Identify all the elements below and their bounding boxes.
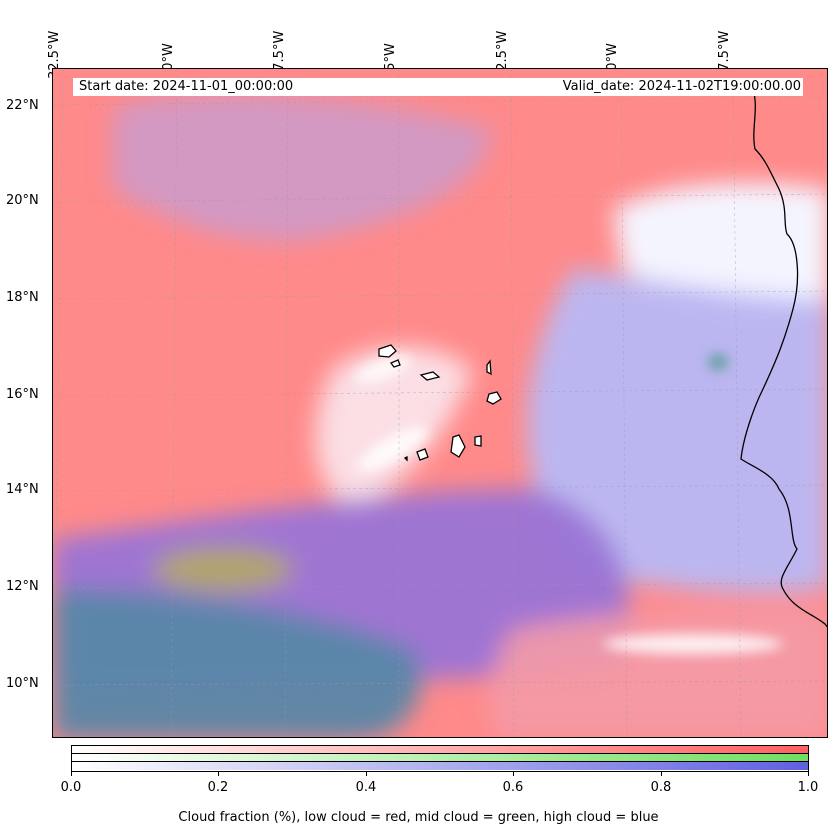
upper-high-cloud <box>113 94 493 241</box>
colorbar-tick-2: 0.4 <box>355 780 377 795</box>
high-cloud-east <box>527 269 827 593</box>
colorbar-tick-0: 0.0 <box>60 780 82 795</box>
lat-label-18n: 18°N <box>6 290 39 305</box>
colorbar <box>71 745 809 772</box>
map-canvas <box>53 69 827 737</box>
clear-region-ne <box>613 183 827 312</box>
mid-cloud-patch <box>153 547 293 591</box>
colorbar-low-cloud <box>72 746 808 754</box>
cape-verde-islands <box>378 344 502 462</box>
lat-label-14n: 14°N <box>6 482 39 497</box>
coastline <box>740 88 827 628</box>
colorbar-label: Cloud fraction (%), low cloud = red, mid… <box>178 810 659 825</box>
date-info-box: Start date: 2024-11-01_00:00:00 Valid_da… <box>73 78 803 96</box>
colorbar-high-cloud <box>72 762 808 770</box>
low-cloud-se <box>489 609 827 737</box>
mixed-cloud-sw <box>53 589 421 737</box>
lat-label-22n: 22°N <box>6 98 39 113</box>
clear-streak <box>315 346 473 509</box>
colorbar-tick-4: 0.8 <box>650 780 672 795</box>
lat-label-12n: 12°N <box>6 579 39 594</box>
lat-label-20n: 20°N <box>6 193 39 208</box>
cloud-fraction-map[interactable]: Start date: 2024-11-01_00:00:00 Valid_da… <box>52 68 828 738</box>
colorbar-tick-3: 0.6 <box>502 780 524 795</box>
clear-strip <box>603 634 783 654</box>
gridlines <box>53 69 827 737</box>
lat-label-10n: 10°N <box>6 676 39 691</box>
lat-label-16n: 16°N <box>6 387 39 402</box>
colorbar-tick-1: 0.2 <box>207 780 229 795</box>
valid-date-label: Valid_date: 2024-11-02T19:00:00.00 <box>562 79 801 94</box>
colorbar-mid-cloud <box>72 754 808 762</box>
start-date-label: Start date: 2024-11-01_00:00:00 <box>79 79 294 94</box>
colorbar-tick-5: 1.0 <box>797 780 819 795</box>
